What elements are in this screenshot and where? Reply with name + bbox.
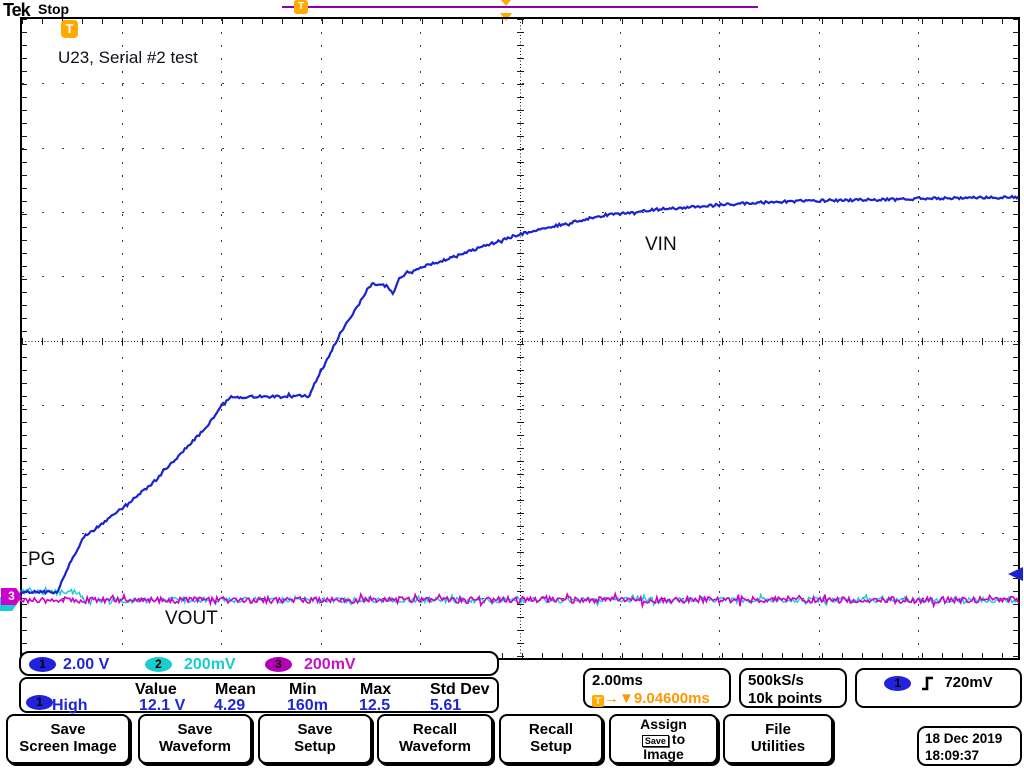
date-text: 18 Dec 2019 — [925, 731, 1003, 746]
meas-header-min: Min — [289, 681, 317, 698]
meas-mean: 4.29 — [214, 697, 246, 714]
channel2-scale: 200mV — [184, 656, 236, 673]
meas-stddev: 5.61 — [430, 697, 462, 714]
trace-label-pg: PG — [28, 549, 56, 570]
trigger-delay-arrow-icon: →▼ — [604, 690, 634, 707]
channel3-badge: 3 — [265, 657, 292, 672]
rising-edge-icon — [922, 676, 934, 690]
save-screen-image-button[interactable]: Save Screen Image — [6, 714, 130, 764]
channel-readout-box: 1 2.00 V 2 200mV 3 200mV — [19, 651, 499, 676]
channel3-ground-marker[interactable]: 3 — [1, 588, 22, 605]
timebase-readout-box: 2.00ms T →▼9.04600ms — [583, 668, 731, 708]
assign-save-to-image-button[interactable]: Assign Save to Image — [609, 714, 718, 764]
meas-name: High — [52, 697, 88, 714]
meas-channel-badge: 1 — [26, 695, 53, 710]
meas-header-value: Value — [135, 681, 177, 698]
timebase-scale: 2.00ms — [592, 672, 643, 689]
measurement-box: Value Mean Min Max Std Dev 1 High 12.1 V… — [19, 677, 499, 714]
graticule — [20, 17, 1020, 660]
meas-header-mean: Mean — [215, 681, 256, 698]
sample-rate: 500kS/s — [748, 672, 804, 689]
meas-header-max: Max — [360, 681, 392, 698]
channel1-badge: 1 — [29, 657, 56, 672]
recall-setup-button[interactable]: Recall Setup — [499, 714, 603, 764]
save-setup-button[interactable]: Save Setup — [258, 714, 372, 764]
trigger-level-arrow-icon[interactable] — [1008, 567, 1023, 581]
time-text: 18:09:37 — [925, 748, 980, 763]
save-key-icon: Save — [641, 734, 669, 747]
trigger-source-badge: 1 — [884, 675, 912, 691]
meas-max: 12.5 — [359, 697, 391, 714]
trigger-delay-t-icon: T — [592, 695, 604, 707]
acquisition-status: Stop — [38, 1, 70, 17]
trace-label-vin: VIN — [645, 234, 677, 255]
tek-logo: Tek — [3, 0, 31, 20]
meas-value: 12.1 V — [139, 697, 186, 714]
trigger-delay-value: 9.04600ms — [633, 690, 710, 707]
record-view-bar — [282, 6, 758, 8]
channel3-scale: 200mV — [304, 656, 356, 673]
trigger-source-icon: T — [61, 20, 78, 38]
save-waveform-button[interactable]: Save Waveform — [138, 714, 252, 764]
record-trigger-position-icon — [501, 0, 511, 6]
trigger-level: 720mV — [944, 674, 993, 691]
record-length: 10k points — [748, 690, 823, 707]
screen-annotation: U23, Serial #2 test — [58, 48, 198, 67]
channel1-scale: 2.00 V — [63, 656, 110, 673]
recall-waveform-button[interactable]: Recall Waveform — [377, 714, 493, 764]
trigger-readout-box: 1 720mV — [855, 668, 1022, 708]
meas-header-stddev: Std Dev — [430, 681, 490, 698]
meas-min: 160m — [287, 697, 328, 714]
acquisition-readout-box: 500kS/s 10k points — [739, 668, 847, 708]
file-utilities-button[interactable]: File Utilities — [723, 714, 833, 764]
trace-label-vout: VOUT — [165, 608, 218, 629]
record-trigger-icon: T — [294, 0, 308, 14]
channel2-badge: 2 — [145, 657, 172, 672]
datetime-box: 18 Dec 2019 18:09:37 — [917, 726, 1022, 766]
